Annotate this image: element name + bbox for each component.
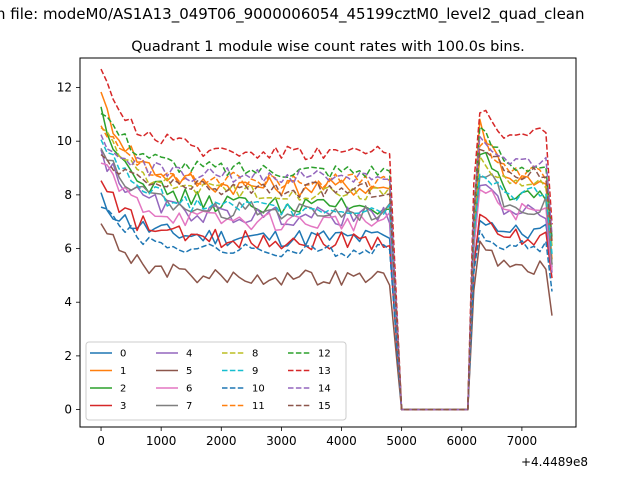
series-line-8 <box>100 127 553 411</box>
chart-title: Quadrant 1 module wise count rates with … <box>131 39 525 55</box>
legend-label-0: 0 <box>120 349 126 360</box>
x-tick-label: 5000 <box>386 434 417 448</box>
x-tick-label: 6000 <box>446 434 477 448</box>
series-line-1 <box>100 91 553 411</box>
series-line-13 <box>100 68 553 411</box>
plot-frame <box>79 57 577 428</box>
legend-label-1: 1 <box>120 366 126 377</box>
legend-label-2: 2 <box>120 384 126 395</box>
legend-label-7: 7 <box>186 401 192 412</box>
y-tick-label: 6 <box>64 242 72 256</box>
legend-label-14: 14 <box>318 384 331 395</box>
legend-label-6: 6 <box>186 384 192 395</box>
legend-box <box>85 341 347 421</box>
x-axis: 0 1000 2000 3000 4000 5000 6000 7000 <box>97 427 537 448</box>
legend-label-13: 13 <box>318 366 331 377</box>
x-tick-label: 4000 <box>326 434 357 448</box>
series-line-2 <box>100 106 553 411</box>
x-tick-label: 0 <box>97 434 105 448</box>
y-tick-label: 12 <box>57 81 72 95</box>
legend-label-8: 8 <box>252 349 258 360</box>
y-axis: 0 2 4 6 8 10 12 <box>57 81 80 417</box>
legend-label-5: 5 <box>186 366 192 377</box>
y-tick-label: 4 <box>64 295 72 309</box>
x-tick-label: 7000 <box>507 434 538 448</box>
series-line-15 <box>100 148 553 411</box>
x-tick-label: 1000 <box>146 434 177 448</box>
y-tick-label: 10 <box>57 134 72 148</box>
legend-label-4: 4 <box>186 349 192 360</box>
legend-label-11: 11 <box>252 401 265 412</box>
series-line-3 <box>100 180 553 411</box>
figure-suptitle: n file: modeM0/AS1A13_049T06_9000006054_… <box>0 5 585 24</box>
series-line-4 <box>100 149 553 411</box>
x-tick-label: 2000 <box>206 434 237 448</box>
y-tick-label: 0 <box>64 403 72 417</box>
y-tick-label: 2 <box>64 349 72 363</box>
series-line-12 <box>100 112 553 411</box>
series-line-5 <box>100 223 553 411</box>
series-line-9 <box>100 139 553 411</box>
x-tick-label: 3000 <box>266 434 297 448</box>
legend-label-3: 3 <box>120 401 126 412</box>
series-line-0 <box>100 192 553 411</box>
legend-label-9: 9 <box>252 366 258 377</box>
x-offset-label: +4.4489e8 <box>521 455 588 469</box>
legend-label-10: 10 <box>252 384 265 395</box>
legend-label-15: 15 <box>318 401 331 412</box>
y-tick-label: 8 <box>64 188 72 202</box>
series-lines <box>100 68 553 411</box>
series-line-10 <box>100 206 553 411</box>
series-line-14 <box>100 134 553 411</box>
legend-label-12: 12 <box>318 349 331 360</box>
